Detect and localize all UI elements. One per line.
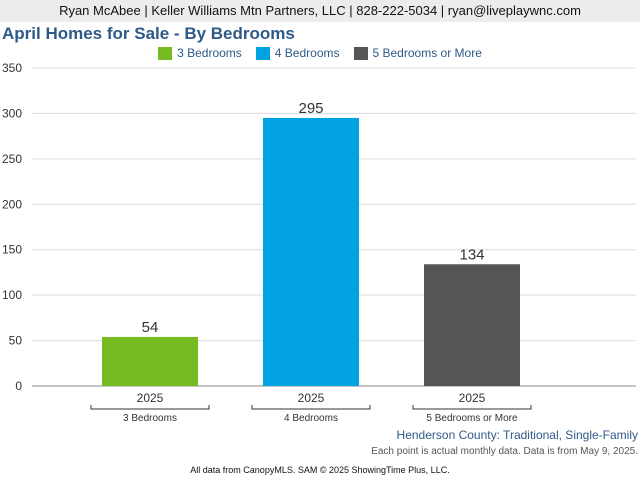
legend-item-4-bedrooms[interactable]: 4 Bedrooms: [255, 46, 340, 60]
y-tick-label: 200: [2, 197, 22, 211]
legend-swatch-4-bedrooms: [255, 46, 270, 60]
legend-label-5-bedrooms-or-more: 5 Bedrooms or More: [372, 46, 482, 60]
legend-swatch-5-bedrooms-or-more: [353, 46, 368, 60]
category-bracket: [251, 405, 371, 410]
legend-swatch-3-bedrooms: [158, 46, 173, 60]
category-label: 3 Bedrooms: [123, 413, 177, 424]
y-tick-label: 150: [2, 243, 22, 257]
bar: [102, 336, 198, 386]
legend-item-3-bedrooms[interactable]: 3 Bedrooms: [158, 46, 242, 60]
y-tick-label: 300: [2, 106, 22, 120]
y-tick-label: 350: [2, 61, 22, 75]
bar-value-label: 295: [298, 100, 323, 117]
x-tick-label: 2025: [137, 391, 164, 405]
category-label: 4 Bedrooms: [284, 413, 338, 424]
y-tick-label: 50: [9, 334, 23, 348]
y-tick-label: 250: [2, 152, 22, 166]
legend-label-3-bedrooms: 3 Bedrooms: [177, 46, 242, 60]
x-tick-label: 2025: [298, 391, 325, 405]
data-note: Each point is actual monthly data. Data …: [371, 446, 638, 457]
bar: [424, 264, 520, 386]
category-bracket: [90, 405, 210, 410]
bar-value-label: 54: [142, 319, 159, 336]
y-tick-label: 100: [2, 288, 22, 302]
legend-item-5-bedrooms-or-more[interactable]: 5 Bedrooms or More: [353, 46, 482, 60]
chart-subtitle: Henderson County: Traditional, Single-Fa…: [396, 428, 638, 442]
footer-credit: All data from CanopyMLS. SAM © 2025 Show…: [190, 465, 450, 475]
bar: [263, 117, 359, 386]
bar-value-label: 134: [459, 246, 484, 263]
legend-label-4-bedrooms: 4 Bedrooms: [274, 46, 340, 60]
chart-legend: 3 Bedrooms 4 Bedrooms 5 Bedrooms or More: [0, 46, 640, 60]
contact-header: Ryan McAbee | Keller Williams Mtn Partne…: [0, 0, 640, 22]
category-bracket: [412, 405, 532, 410]
y-tick-label: 0: [15, 379, 22, 393]
chart-title: April Homes for Sale - By Bedrooms: [2, 24, 295, 43]
category-label: 5 Bedrooms or More: [426, 413, 518, 424]
x-tick-label: 2025: [459, 391, 486, 405]
